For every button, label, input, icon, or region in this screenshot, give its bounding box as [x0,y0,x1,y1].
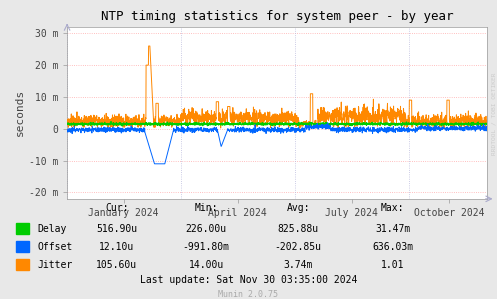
Text: Offset: Offset [37,242,73,252]
Text: 3.74m: 3.74m [283,260,313,270]
Title: NTP timing statistics for system peer - by year: NTP timing statistics for system peer - … [101,10,453,23]
Text: 31.47m: 31.47m [375,224,410,234]
Text: -991.80m: -991.80m [183,242,230,252]
Text: 12.10u: 12.10u [99,242,134,252]
Text: Last update: Sat Nov 30 03:35:00 2024: Last update: Sat Nov 30 03:35:00 2024 [140,274,357,285]
Text: RRDTOOL / TOBI OETIKER: RRDTOOL / TOBI OETIKER [491,72,496,155]
Text: Avg:: Avg: [286,203,310,213]
Text: Max:: Max: [381,203,405,213]
Text: 105.60u: 105.60u [96,260,137,270]
Text: 14.00u: 14.00u [189,260,224,270]
Text: Jitter: Jitter [37,260,73,270]
Text: 516.90u: 516.90u [96,224,137,234]
Text: Min:: Min: [194,203,218,213]
Y-axis label: seconds: seconds [14,89,24,137]
Text: 1.01: 1.01 [381,260,405,270]
Text: Delay: Delay [37,224,67,234]
Text: Cur:: Cur: [105,203,129,213]
Text: -202.85u: -202.85u [275,242,322,252]
Text: 226.00u: 226.00u [186,224,227,234]
Text: 636.03m: 636.03m [372,242,413,252]
Text: 825.88u: 825.88u [278,224,319,234]
Text: Munin 2.0.75: Munin 2.0.75 [219,290,278,299]
